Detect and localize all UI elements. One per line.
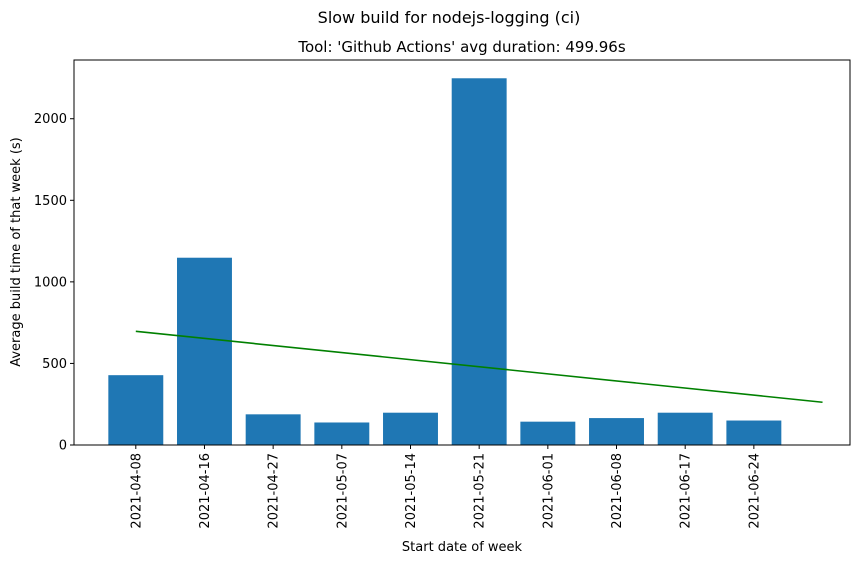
bar-2021-06-17	[657, 412, 713, 445]
y-tick-label: 2000	[34, 112, 67, 127]
bar-2021-06-08	[589, 418, 644, 445]
x-tick-label: 2021-05-07	[335, 453, 350, 529]
plot-frame	[73, 59, 851, 446]
y-tick-label: 500	[42, 357, 67, 372]
x-tick-label: 2021-04-16	[198, 453, 213, 529]
y-axis: 0 500 1000 1500 2000	[34, 112, 74, 454]
chart-suptitle: Slow build for nodejs-logging (ci)	[318, 8, 581, 27]
x-tick-label: 2021-06-01	[541, 453, 556, 529]
y-tick-label: 1500	[34, 194, 67, 209]
x-tick-label: 2021-06-17	[679, 453, 694, 529]
trend-group	[135, 330, 823, 404]
trend-line	[135, 330, 823, 404]
bar-2021-06-01	[520, 421, 576, 445]
y-axis-label: Average build time of that week (s)	[9, 137, 24, 367]
x-tick-label: 2021-04-27	[267, 453, 282, 529]
bars-group	[108, 78, 782, 446]
x-tick-label: 2021-04-08	[129, 453, 144, 529]
x-tick-label: 2021-05-14	[404, 453, 419, 529]
bar-2021-06-24	[726, 420, 782, 445]
bar-2021-05-14	[383, 412, 438, 445]
bar-2021-04-08	[108, 375, 164, 445]
x-tick-label: 2021-05-21	[473, 453, 488, 529]
bar-2021-05-07	[314, 422, 370, 445]
bar-2021-05-21	[451, 78, 507, 446]
y-tick-label: 1000	[34, 275, 67, 290]
bar-2021-04-27	[245, 414, 301, 445]
x-axis: 2021-04-08 2021-04-16 2021-04-27 2021-05-07…	[129, 445, 762, 529]
x-tick-label: 2021-06-24	[747, 453, 762, 529]
x-tick-label: 2021-06-08	[610, 453, 625, 529]
chart-title: Tool: 'Github Actions' avg duration: 499…	[297, 38, 626, 56]
y-tick-label: 0	[59, 439, 67, 454]
x-axis-label: Start date of week	[402, 540, 523, 555]
bar-2021-04-16	[177, 257, 232, 445]
